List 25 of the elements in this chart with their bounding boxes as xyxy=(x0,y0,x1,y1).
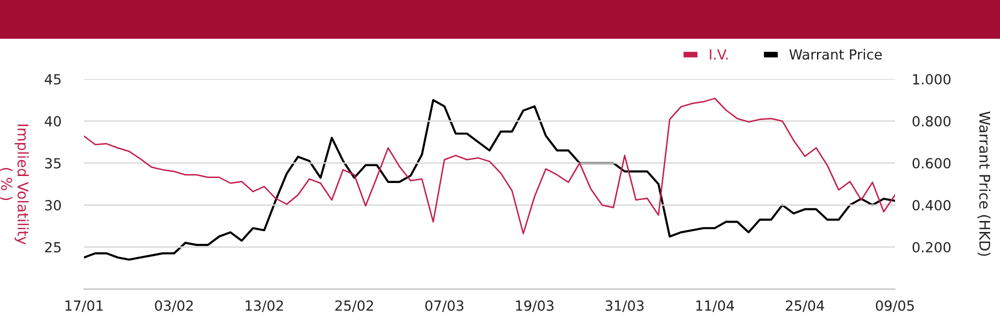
y-tick-label: 35 xyxy=(45,158,61,169)
x-tick-label: 07/03 xyxy=(425,300,464,312)
x-tick-label: 03/02 xyxy=(155,300,193,312)
y-tick-label: 40 xyxy=(44,116,61,127)
x-tick-label: 19/03 xyxy=(516,300,554,312)
y2-tick-label: 1.000 xyxy=(913,74,951,85)
y2-tick-label: 0.400 xyxy=(912,200,951,210)
x-tick-label: 25/02 xyxy=(335,300,373,312)
x-tick-label: 09/05 xyxy=(876,300,914,312)
y2-axis-title: Warrant Price (HKD) xyxy=(978,111,991,256)
y2-tick-label: 0.600 xyxy=(912,158,951,169)
x-tick-label: 11/04 xyxy=(696,300,734,312)
x-tick-label: 25/04 xyxy=(786,300,824,312)
line-series xyxy=(84,99,895,261)
line-series xyxy=(84,98,895,234)
y2-tick-label: 0.800 xyxy=(912,116,951,127)
y-tick-label: 45 xyxy=(44,74,61,85)
y2-tick-label: 0.200 xyxy=(912,242,951,252)
x-tick-label: 13/02 xyxy=(246,300,283,312)
y-tick-label: 25 xyxy=(45,242,61,252)
x-tick-label: 17/01 xyxy=(66,300,103,312)
legend-label: Warrant Price xyxy=(789,48,882,60)
legend-label: I.V. xyxy=(710,49,728,60)
y-tick-label: 30 xyxy=(45,200,61,210)
x-tick-label: 31/03 xyxy=(606,300,644,312)
